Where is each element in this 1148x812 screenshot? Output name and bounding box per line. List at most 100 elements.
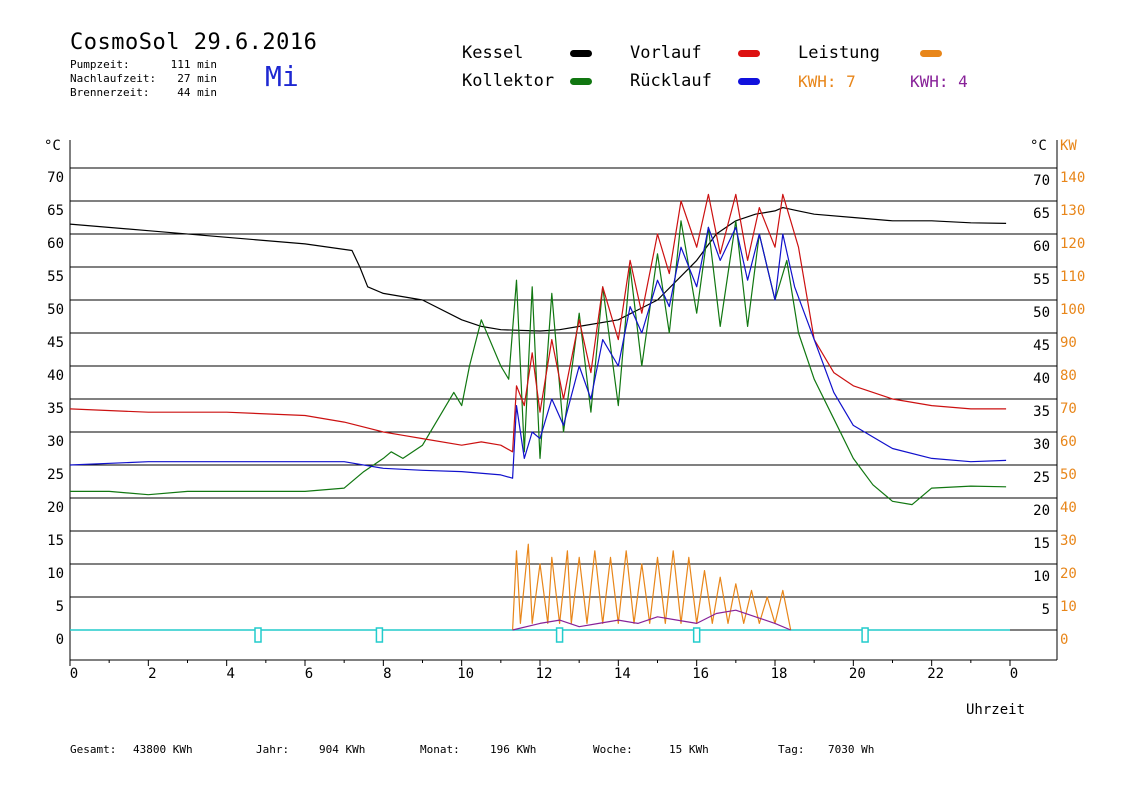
y-tick-left-25: 25 <box>47 467 64 483</box>
chart-series <box>69 193 1010 631</box>
info-label-nachlaufzeit: Nachlaufzeit: <box>70 72 157 85</box>
series-vorlauf <box>69 193 1007 453</box>
info-value-pumpzeit: 111 min <box>170 58 217 71</box>
x-tick-11: 22 <box>927 666 944 682</box>
x-tick-5: 10 <box>457 666 474 682</box>
x-tick-0: 0 <box>70 666 78 682</box>
legend-ruecklauf-label: Rücklauf <box>630 71 712 91</box>
y2-tick-70: 70 <box>1060 401 1077 417</box>
info-label-brennerzeit: Brennerzeit: <box>70 86 150 99</box>
stat-tag-value: 7030 Wh <box>828 743 875 756</box>
y-tick-right-25: 25 <box>1033 470 1050 486</box>
x-tick-9: 18 <box>771 666 788 682</box>
x-tick-6: 12 <box>536 666 553 682</box>
stat-monat-label: Monat: <box>420 743 460 756</box>
legend-vorlauf-swatch <box>738 50 760 57</box>
chart-ticks: °C °C KW0510152025303540455055606570510152… <box>44 138 1085 682</box>
y-tick-left-5: 5 <box>56 599 64 615</box>
x-tick-4: 8 <box>383 666 391 682</box>
y2-tick-0: 0 <box>1060 632 1068 648</box>
info-value-brennerzeit: 44 min <box>177 86 217 99</box>
x-tick-12: 0 <box>1010 666 1018 682</box>
legend-vorlauf-label: Vorlauf <box>630 43 702 63</box>
pump-marker-2 <box>555 627 564 643</box>
x-tick-1: 2 <box>148 666 156 682</box>
stat-woche-value: 15 KWh <box>669 743 709 756</box>
legend-kessel-label: Kessel <box>462 43 524 63</box>
series-kwh2 <box>512 609 791 631</box>
stat-gesamt-label: Gesamt: <box>70 743 117 756</box>
y2-tick-140: 140 <box>1060 170 1085 186</box>
y2-tick-20: 20 <box>1060 566 1077 582</box>
page-title: CosmoSol 29.6.2016 <box>70 30 318 55</box>
y-tick-right-55: 55 <box>1033 272 1050 288</box>
x-tick-2: 4 <box>226 666 234 682</box>
y-tick-right-30: 30 <box>1033 437 1050 453</box>
y-tick-right-35: 35 <box>1033 404 1050 420</box>
y-unit-left: °C <box>44 138 61 154</box>
stat-tag-label: Tag: <box>778 743 805 756</box>
series-kessel <box>69 207 1007 332</box>
series-leistung <box>512 543 792 631</box>
y-tick-right-65: 65 <box>1033 206 1050 222</box>
y-tick-left-30: 30 <box>47 434 64 450</box>
series-kollektor <box>70 220 1007 506</box>
y2-tick-90: 90 <box>1060 335 1077 351</box>
info-label-pumpzeit: Pumpzeit: <box>70 58 130 71</box>
legend-kollektor-swatch <box>570 78 592 85</box>
y-tick-left-20: 20 <box>47 500 64 516</box>
stat-monat-value: 196 KWh <box>490 743 537 756</box>
y-tick-right-70: 70 <box>1033 173 1050 189</box>
legend-kessel-swatch <box>570 50 592 57</box>
y2-tick-60: 60 <box>1060 434 1077 450</box>
y2-tick-100: 100 <box>1060 302 1085 318</box>
y2-tick-110: 110 <box>1060 269 1085 285</box>
legend-leistung-label: Leistung <box>798 43 880 63</box>
stat-jahr-value: 904 KWh <box>319 743 366 756</box>
y-tick-left-70: 70 <box>47 170 64 186</box>
pump-marker-4 <box>861 627 869 643</box>
x-tick-7: 14 <box>614 666 631 682</box>
y-tick-left-35: 35 <box>47 401 64 417</box>
legend-kwh-total: KWH: 7 <box>798 72 856 91</box>
y-tick-left-50: 50 <box>47 302 64 318</box>
y-tick-right-15: 15 <box>1033 536 1050 552</box>
y-tick-right-50: 50 <box>1033 305 1050 321</box>
y2-tick-120: 120 <box>1060 236 1085 252</box>
y-tick-left-60: 60 <box>47 236 64 252</box>
pump-markers <box>254 627 869 643</box>
y2-tick-30: 30 <box>1060 533 1077 549</box>
legend-kwh-secondary: KWH: 4 <box>910 72 968 91</box>
stat-gesamt-value: 43800 KWh <box>133 743 193 756</box>
x-tick-3: 6 <box>305 666 313 682</box>
stat-jahr-label: Jahr: <box>256 743 290 756</box>
y-tick-left-10: 10 <box>47 566 64 582</box>
y-tick-right-5: 5 <box>1042 602 1050 618</box>
x-axis-label: Uhrzeit <box>966 702 1026 718</box>
legend-leistung-swatch <box>920 50 942 57</box>
y-tick-right-60: 60 <box>1033 239 1050 255</box>
info-value-nachlaufzeit: 27 min <box>177 72 217 85</box>
y2-tick-40: 40 <box>1060 500 1077 516</box>
y-tick-right-10: 10 <box>1033 569 1050 585</box>
pump-marker-0 <box>254 627 262 643</box>
x-tick-8: 16 <box>692 666 709 682</box>
y-tick-left-15: 15 <box>47 533 64 549</box>
y-unit-right: °C <box>1030 138 1047 154</box>
x-tick-10: 20 <box>849 666 866 682</box>
y-tick-left-55: 55 <box>47 269 64 285</box>
stat-woche-label: Woche: <box>593 743 633 756</box>
y-tick-right-20: 20 <box>1033 503 1050 519</box>
y-tick-left-45: 45 <box>47 335 64 351</box>
pump-marker-3 <box>692 627 701 643</box>
y-tick-left-65: 65 <box>47 203 64 219</box>
y2-unit: KW <box>1060 138 1077 154</box>
y2-tick-10: 10 <box>1060 599 1077 615</box>
legend-ruecklauf-swatch <box>738 78 760 85</box>
y-tick-right-40: 40 <box>1033 371 1050 387</box>
y-tick-right-45: 45 <box>1033 338 1050 354</box>
y-tick-left-0: 0 <box>56 632 64 648</box>
y2-tick-130: 130 <box>1060 203 1085 219</box>
series-ruecklauf <box>69 226 1007 479</box>
